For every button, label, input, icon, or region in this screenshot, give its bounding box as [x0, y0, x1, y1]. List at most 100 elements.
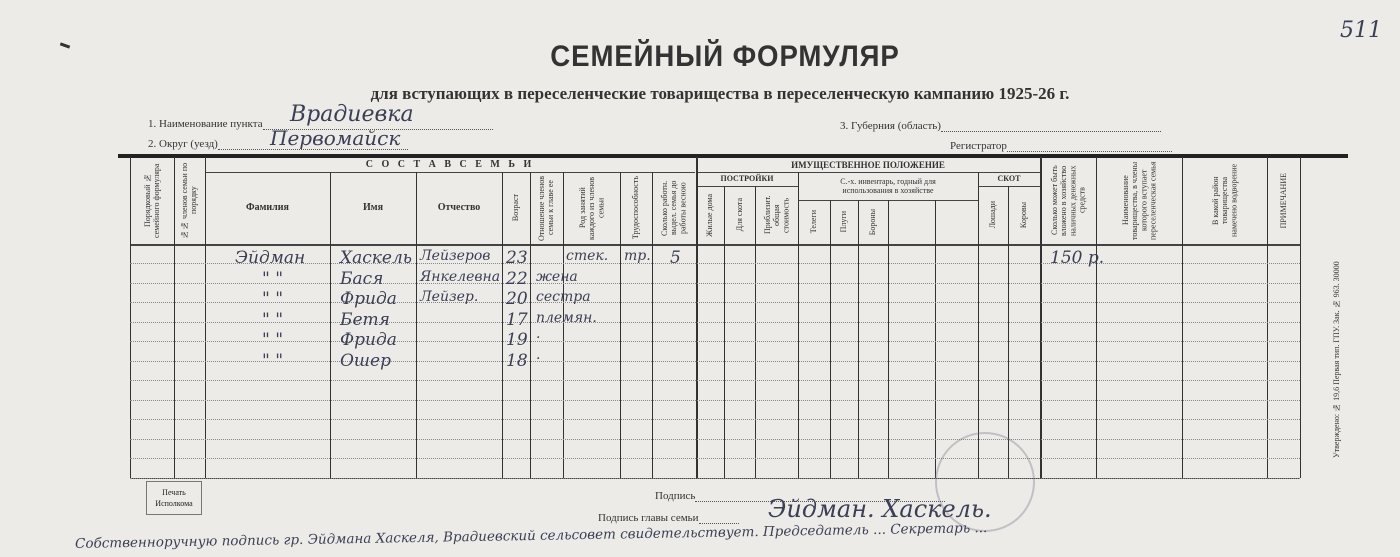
cell-name: Ошер — [340, 350, 391, 371]
row-line — [130, 302, 1300, 303]
cell-surname: " " — [262, 289, 284, 309]
rule — [696, 172, 1040, 173]
cell-patronymic: Лейзеров — [420, 248, 491, 264]
registrar-label: Регистратор — [950, 140, 1007, 152]
column-header: №№ членов семьи по порядку — [174, 157, 205, 244]
table-row: " " Бетя 17 племян. — [0, 309, 1400, 332]
column-header-label: Род занятий каждого из членов семьи — [577, 176, 606, 240]
row-line — [130, 380, 1300, 381]
column-divider — [502, 172, 503, 478]
cell-age: 19 — [506, 330, 528, 350]
column-divider — [1008, 186, 1009, 478]
column-header — [935, 200, 978, 244]
column-header: Сколько работн. выдел. семья до работы в… — [652, 172, 696, 244]
row-line — [130, 477, 1300, 479]
column-header-label: Сколько может быть вложено в хозяйство н… — [1049, 165, 1087, 236]
column-divider — [830, 200, 831, 478]
district-value: Первомайск — [270, 126, 401, 150]
cell-age: 22 — [506, 268, 528, 289]
column-header-label: Сколько работн. выдел. семья до работы в… — [660, 180, 688, 236]
row-line — [130, 419, 1300, 420]
column-header: Трудоспособность — [620, 172, 652, 244]
group-livestock: СКОТ — [997, 174, 1021, 184]
column-divider — [1096, 157, 1097, 478]
cell-occupation: стек. — [566, 248, 609, 264]
column-header-label: Возраст — [511, 194, 521, 222]
cell-surname: " " — [262, 330, 284, 350]
column-header-label: Отчество — [437, 202, 481, 214]
column-divider — [330, 172, 331, 478]
district-field: 2. Округ (уезд) — [148, 138, 408, 150]
settlement-field: 1. Наименование пункта — [148, 118, 493, 130]
rule — [205, 172, 695, 173]
cell-relation: племян. — [536, 309, 597, 326]
table-bottom-rule — [130, 478, 1300, 479]
row-line — [130, 438, 1300, 440]
column-header-label: Наименование товарищества, в члены котор… — [1120, 161, 1158, 240]
column-header-label: Лошади — [988, 201, 998, 229]
group-property: ИМУЩЕСТВЕННОЕ ПОЛОЖЕНИЕ — [791, 159, 945, 170]
printer-note: Утверждено: № 19,6 Первая тип. ГПУ. Зак.… — [1332, 261, 1341, 459]
column-header-label: Отношение членов семьи к главе ее — [537, 175, 556, 241]
column-header: Лошади — [978, 186, 1008, 244]
signature-field: Подпись — [655, 490, 946, 502]
column-header: Для скота — [724, 186, 755, 244]
column-header-label: Плуги — [839, 211, 849, 233]
row-line — [130, 399, 1300, 401]
column-header: Имя — [330, 172, 416, 244]
cell-relation: · — [536, 330, 541, 346]
column-header-label: Для скота — [734, 198, 744, 232]
column-header: Жилые дома — [696, 186, 724, 244]
cell-name: Хаскель — [340, 248, 413, 268]
page-subtitle: для вступающих в переселенческие товарищ… — [370, 84, 1070, 103]
province-field: 3. Губерния (область) — [840, 120, 1161, 132]
column-divider — [620, 172, 621, 478]
registrar-field: Регистратор — [950, 140, 1172, 152]
row-line — [130, 341, 1300, 342]
column-header-label: Имя — [363, 202, 383, 214]
column-divider — [696, 157, 698, 478]
column-header: Возраст — [502, 172, 530, 244]
column-divider — [978, 172, 979, 478]
cell-relation: жена — [536, 268, 578, 285]
column-header-label: ПРИМЕЧАНИЕ — [1278, 172, 1288, 229]
column-header-label: Телеги — [809, 210, 819, 234]
cell-age: 17 — [506, 309, 528, 330]
cell-age: 20 — [506, 289, 528, 309]
cell-surname: " " — [262, 309, 284, 330]
cell-patronymic: Янкелевна — [420, 268, 501, 285]
cell-age: 23 — [506, 248, 528, 268]
settlement-label: 1. Наименование пункта — [148, 118, 263, 130]
column-header: В какой район товарищества намечено водв… — [1182, 157, 1267, 244]
header-bottom-rule — [130, 244, 1300, 246]
cell-surname: " " — [262, 268, 284, 289]
cell-relation: · — [536, 350, 541, 367]
column-header-label: Трудоспособность — [631, 176, 641, 240]
column-header: Бороны — [858, 200, 888, 244]
settlement-value: Врадиевка — [290, 102, 414, 127]
column-header-label: Жилые дома — [705, 193, 715, 237]
column-header: Телеги — [798, 200, 830, 244]
rule — [696, 186, 798, 187]
cell-money: 150 р. — [1050, 248, 1105, 268]
column-header-label: Коровы — [1019, 201, 1029, 229]
column-divider — [530, 172, 531, 478]
column-header: ПРИМЕЧАНИЕ — [1267, 157, 1300, 244]
column-header-label: В какой район товарищества намечено водв… — [1210, 163, 1239, 238]
row-line — [130, 458, 1300, 459]
table-row: Эйдман Хаскель Лейзеров 23 стек. тр. 5 150 р. — [0, 248, 1400, 270]
cell-name: Фрида — [340, 289, 397, 309]
table-row: " " Фрида Лейзер. 20 сестра — [0, 289, 1400, 311]
column-header: Плуги — [830, 200, 858, 244]
head-signature-label: Подпись главы семьи — [598, 512, 699, 524]
province-label: 3. Губерния (область) — [840, 120, 941, 132]
row-line — [130, 282, 1300, 284]
cell-ability: тр. — [624, 248, 651, 264]
column-header: Сколько может быть вложено в хозяйство н… — [1040, 157, 1096, 244]
column-header: Порядковый № семейного формуляра — [130, 157, 174, 244]
column-divider — [563, 172, 564, 478]
column-header: Наименование товарищества, в члены котор… — [1096, 157, 1182, 244]
cell-surname: " " — [262, 350, 284, 371]
column-divider — [205, 157, 206, 478]
cell-patronymic: Лейзер. — [420, 289, 479, 305]
